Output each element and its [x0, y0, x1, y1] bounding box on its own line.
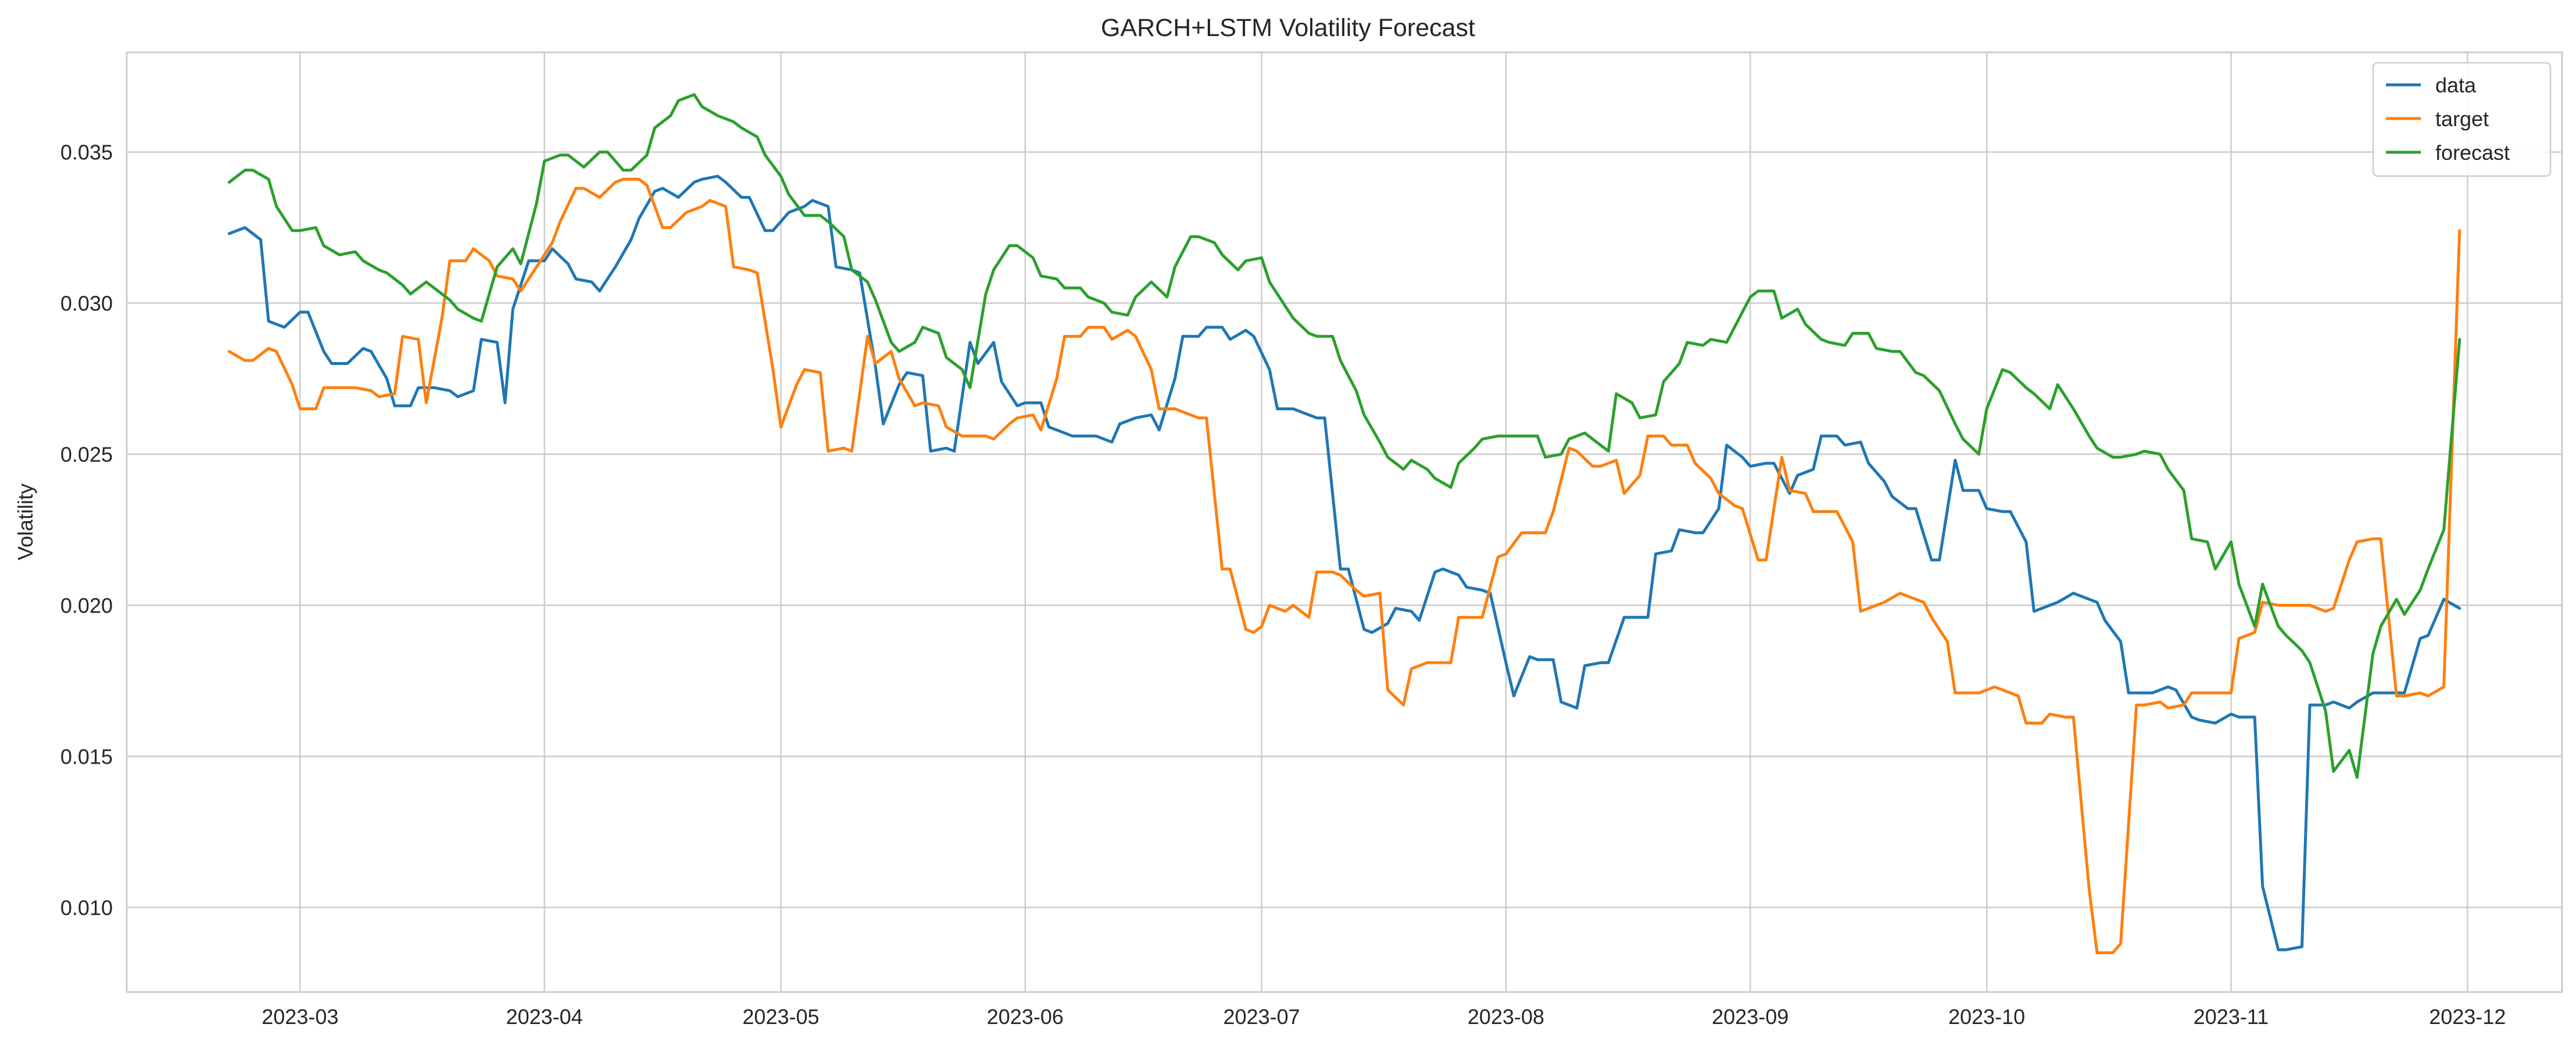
legend-label-forecast: forecast	[2435, 141, 2510, 164]
x-tick-label: 2023-06	[987, 1005, 1064, 1029]
legend-label-target: target	[2435, 107, 2489, 131]
x-tick-label: 2023-05	[742, 1005, 819, 1029]
y-tick-label: 0.015	[60, 744, 113, 768]
x-tick-label: 2023-08	[1468, 1005, 1544, 1029]
x-tick-label: 2023-03	[262, 1005, 338, 1029]
series-lines	[227, 93, 2461, 954]
legend-box	[2372, 62, 2552, 177]
y-axis-label: Volatility	[13, 484, 37, 560]
y-tick-labels: 0.010 0.015 0.020 0.025 0.030 0.035	[60, 141, 113, 920]
x-tick-label: 2023-09	[1712, 1005, 1788, 1029]
y-tick-label: 0.025	[60, 443, 113, 467]
x-tick-label: 2023-10	[1948, 1005, 2025, 1029]
y-tick-label: 0.010	[60, 896, 113, 919]
y-tick-label: 0.030	[60, 292, 113, 316]
x-tick-label: 2023-04	[506, 1005, 583, 1029]
x-tick-labels: 2023-03 2023-04 2023-05 2023-06 2023-07 2023-…	[262, 1005, 2506, 1029]
x-tick-label: 2023-11	[2194, 1005, 2269, 1029]
y-tick-label: 0.035	[60, 141, 113, 164]
y-tick-label: 0.020	[60, 593, 113, 617]
series-line-target	[227, 177, 2461, 954]
series-line-forecast	[227, 93, 2461, 779]
legend: data target forecast	[2372, 62, 2552, 177]
x-tick-label: 2023-12	[2429, 1005, 2506, 1029]
legend-label-data: data	[2435, 73, 2477, 97]
chart-title: GARCH+LSTM Volatility Forecast	[1101, 14, 1475, 42]
x-tick-label: 2023-07	[1223, 1005, 1300, 1029]
plot-area-frame	[126, 51, 2563, 993]
gridlines	[127, 52, 2562, 992]
series-line-data	[227, 174, 2461, 951]
